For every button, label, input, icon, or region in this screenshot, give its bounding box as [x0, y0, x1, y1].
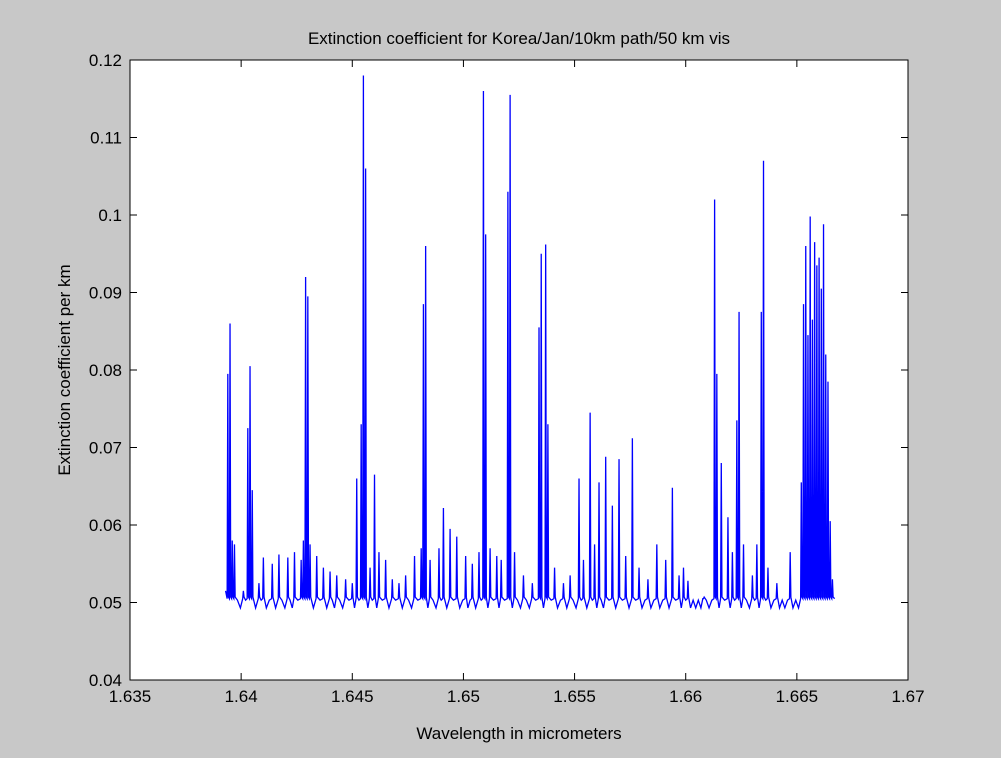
- y-tick-label: 0.12: [89, 51, 122, 70]
- y-tick-label: 0.05: [89, 594, 122, 613]
- x-tick-label: 1.67: [891, 687, 924, 706]
- axes-background: [130, 60, 908, 680]
- y-axis-label: Extinction coefficient per km: [55, 264, 74, 475]
- x-tick-label: 1.655: [553, 687, 596, 706]
- y-tick-label: 0.1: [98, 206, 122, 225]
- x-tick-label: 1.66: [669, 687, 702, 706]
- x-tick-label: 1.64: [225, 687, 258, 706]
- x-tick-label: 1.65: [447, 687, 480, 706]
- x-tick-label: 1.635: [109, 687, 152, 706]
- tick-group: 1.635 1.64 1.645 1.65 1.655 1.66 1.665 1.67 0.04…: [89, 51, 925, 706]
- x-tick-label: 1.665: [776, 687, 819, 706]
- y-tick-label: 0.11: [90, 129, 122, 148]
- y-tick-label: 0.07: [89, 439, 122, 458]
- chart-title: Extinction coefficient for Korea/Jan/10k…: [308, 29, 730, 48]
- axes-box: [129, 59, 909, 681]
- y-tick-label: 0.08: [89, 361, 122, 380]
- y-tick-label: 0.09: [89, 284, 122, 303]
- y-tick-label: 0.04: [89, 671, 122, 690]
- y-tick-label: 0.06: [89, 516, 122, 535]
- x-tick-label: 1.645: [331, 687, 374, 706]
- series-line: [224, 75, 836, 611]
- x-axis-label: Wavelength in micrometers: [416, 724, 621, 743]
